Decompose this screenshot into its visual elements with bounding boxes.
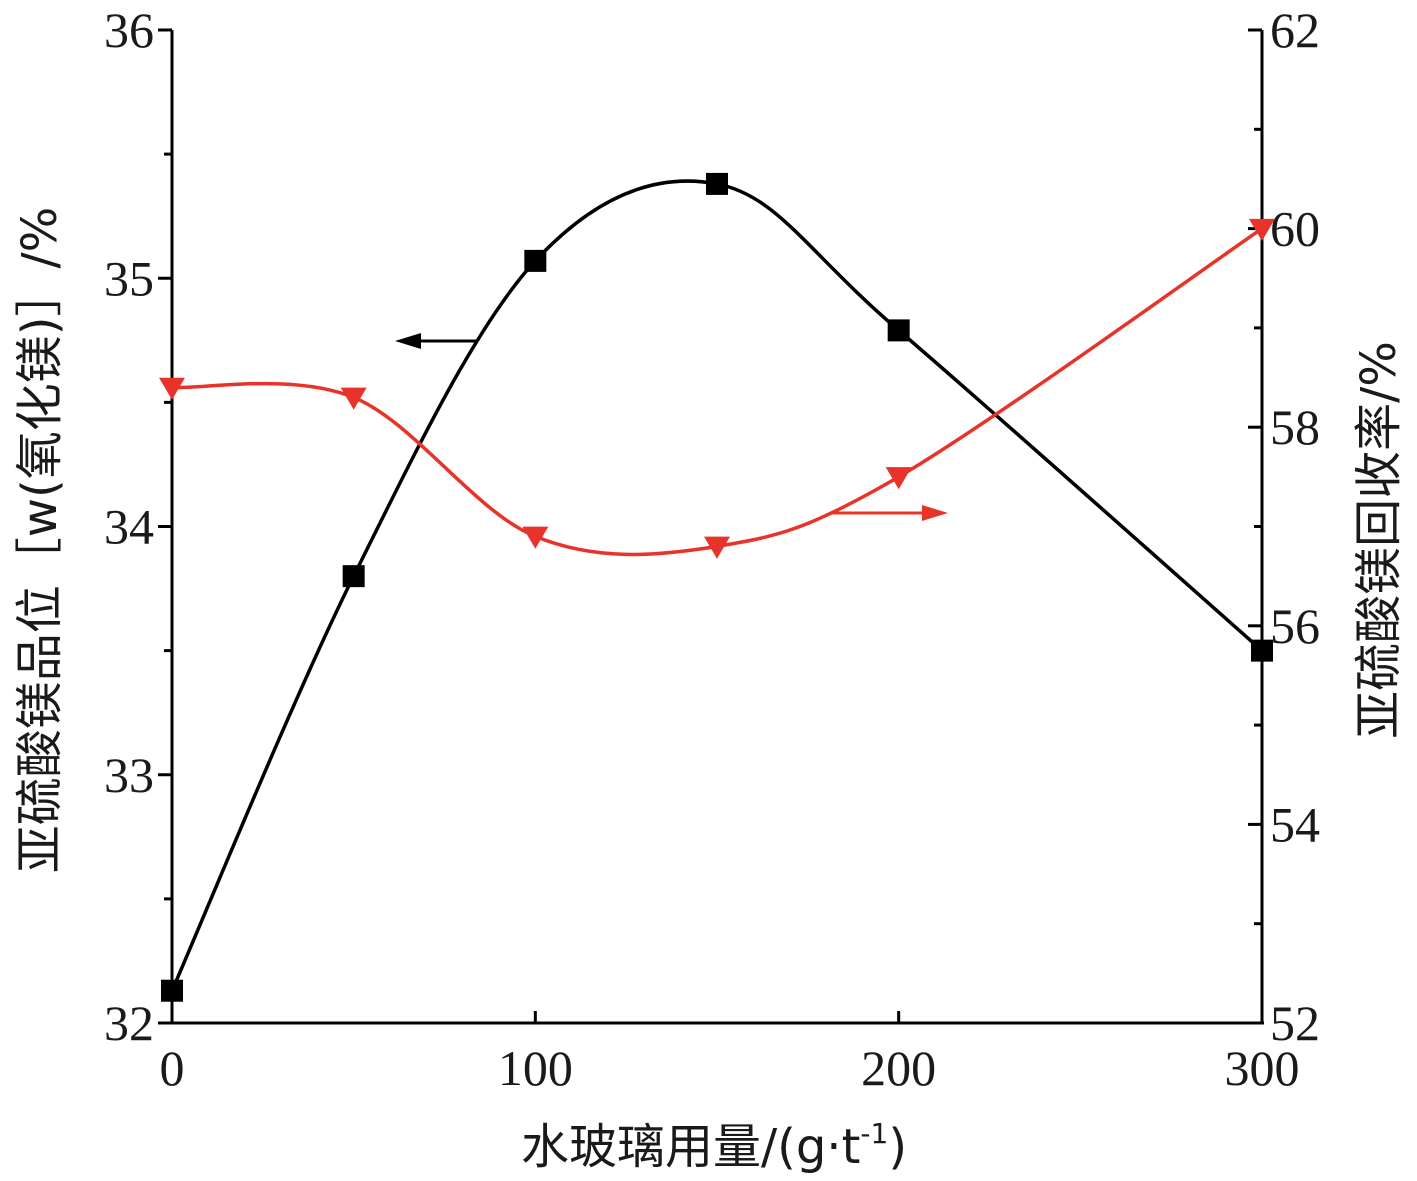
data-point-square — [706, 172, 728, 195]
data-point-triangle — [159, 377, 185, 400]
data-point-triangle — [340, 387, 367, 410]
x-tick-label: 100 — [498, 1040, 573, 1096]
data-point-square — [342, 565, 365, 588]
arrow-left-head — [395, 333, 421, 349]
right-y-tick-label: 54 — [1270, 796, 1320, 852]
right-y-tick-label: 56 — [1270, 598, 1320, 654]
right-y-tick-label: 52 — [1270, 995, 1320, 1051]
data-point-square — [161, 979, 183, 1002]
data-point-triangle — [885, 467, 912, 490]
x-tick-label: 0 — [160, 1040, 185, 1096]
data-point-triangle — [522, 526, 549, 549]
data-point-square — [524, 249, 547, 272]
data-point-square — [1251, 639, 1273, 662]
right-y-axis-title: 亚硫酸镁回收率/% — [1351, 341, 1407, 739]
x-tick-label: 200 — [861, 1040, 936, 1096]
ticks: 0 100 200 300 32 33 34 35 36 52 54 56 58 60 62 — [104, 2, 1320, 1096]
right-y-tick-label: 62 — [1270, 2, 1320, 58]
x-axis-title: 水玻璃用量/(g·t-1) — [521, 1117, 907, 1175]
x-tick-label: 300 — [1225, 1040, 1300, 1096]
left-y-axis-title: 亚硫酸镁品位［w(氧化镁)］/% — [12, 207, 68, 874]
data-point-square — [887, 319, 910, 342]
data-point-triangle — [1249, 218, 1275, 241]
left-y-tick-label: 32 — [104, 995, 154, 1051]
markers — [159, 172, 1275, 1002]
arrow-right-head — [922, 505, 948, 521]
left-y-tick-label: 33 — [104, 747, 154, 803]
data-point-triangle — [704, 536, 730, 559]
left-y-tick-label: 34 — [104, 499, 154, 555]
series — [170, 179, 1264, 992]
left-y-tick-label: 35 — [104, 250, 154, 306]
right-y-tick-label: 60 — [1270, 201, 1320, 257]
arrows — [395, 333, 948, 521]
left-y-tick-label: 36 — [104, 2, 154, 58]
series-line-0 — [170, 179, 1264, 992]
right-y-tick-label: 58 — [1270, 399, 1320, 455]
